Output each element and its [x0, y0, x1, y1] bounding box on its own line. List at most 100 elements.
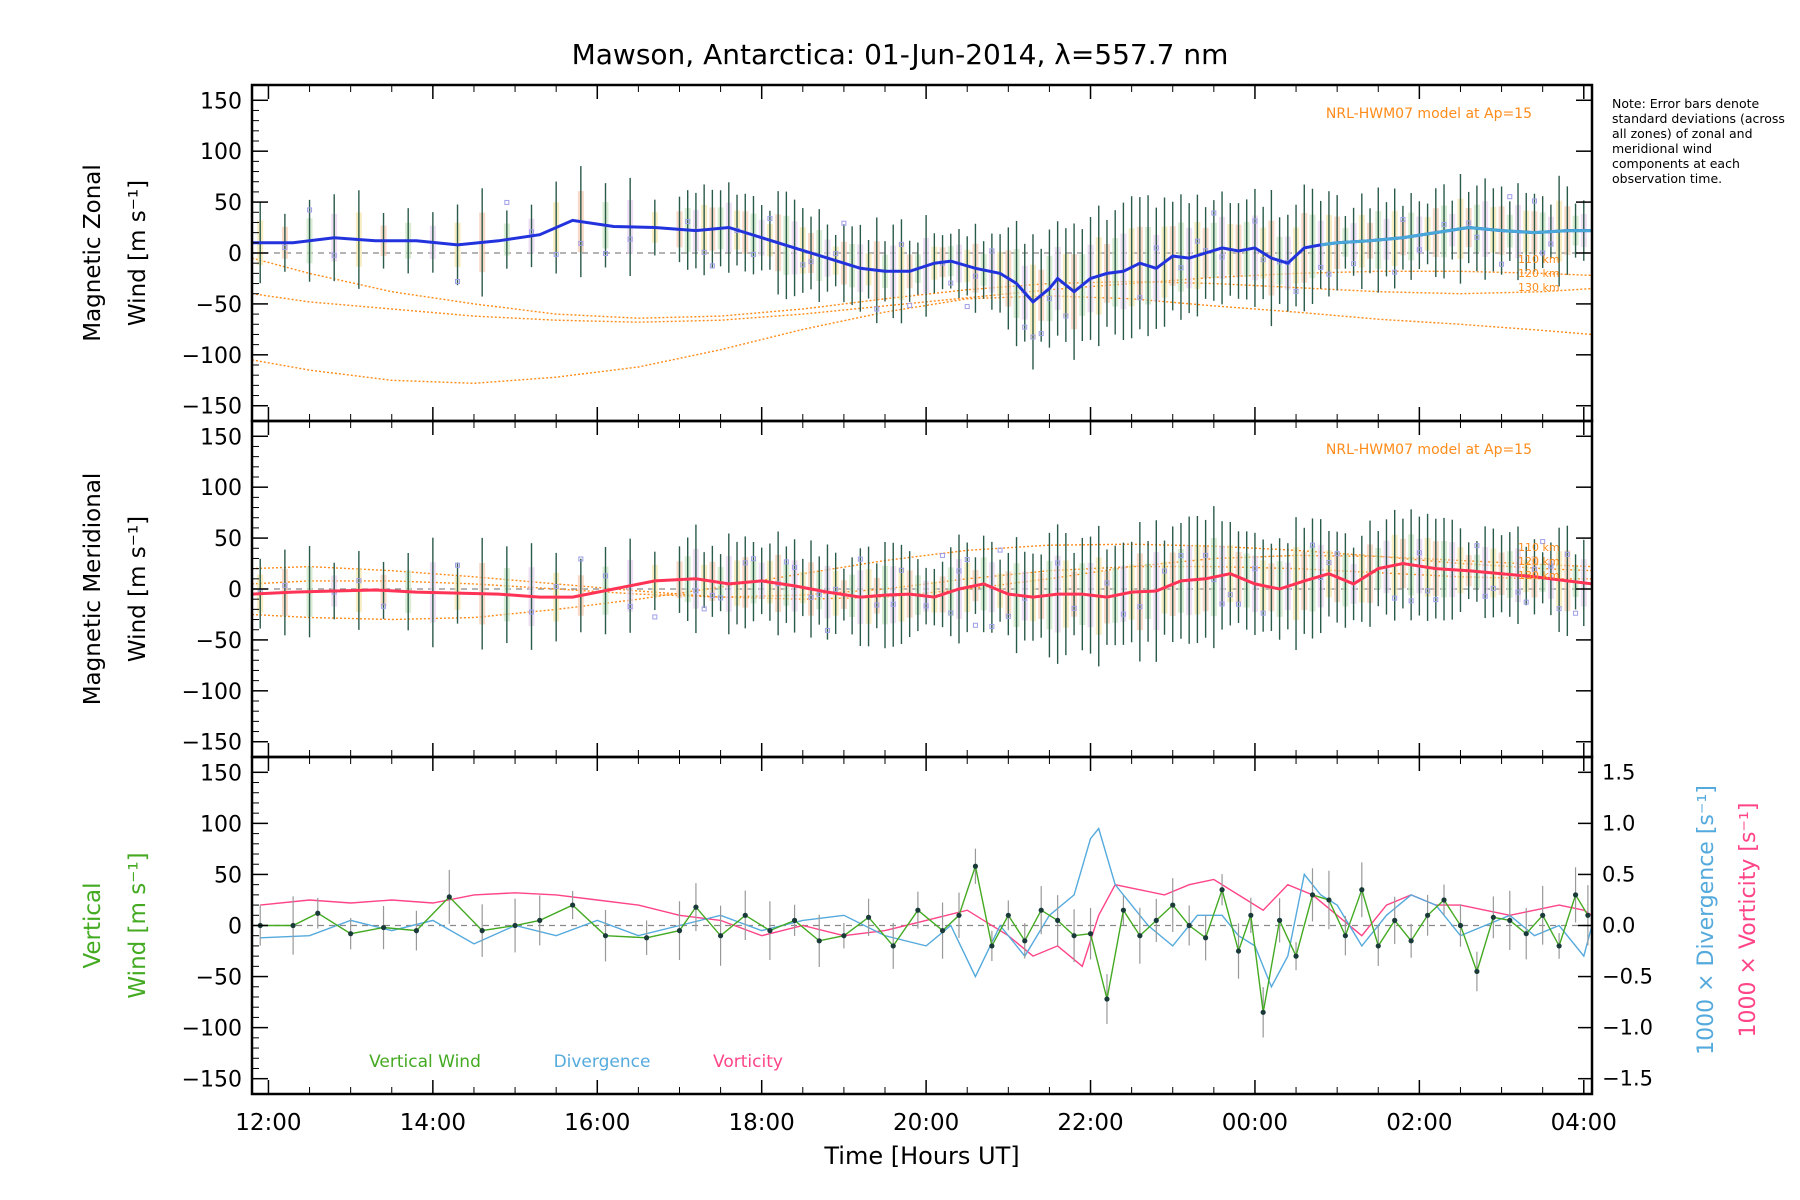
scatter-point: [709, 592, 715, 598]
vertical-wind-point: [1120, 907, 1127, 913]
vertical-wind-point: [841, 933, 847, 939]
y-tick-label: 150: [200, 761, 242, 786]
scatter-point: [1531, 566, 1537, 572]
scatter-point: [1416, 247, 1422, 253]
scatter-point: [964, 304, 970, 310]
scatter-point: [718, 595, 724, 601]
scatter-point: [602, 251, 608, 257]
vertical-wind-point: [1137, 933, 1143, 939]
vertical-wind-point: [1507, 917, 1513, 923]
scatter-point: [1162, 568, 1168, 574]
scatter-point: [1055, 560, 1061, 566]
vertical-wind-point: [1326, 897, 1332, 903]
scatter-point: [693, 588, 699, 594]
scatter-point: [282, 582, 288, 588]
scatter-point: [529, 609, 535, 615]
legend-divergence: Divergence: [554, 1052, 651, 1072]
x-axis-label: Time [Hours UT]: [823, 1142, 1019, 1170]
vertical-wind-point: [1293, 953, 1299, 959]
y2-tick-label: −1.0: [1602, 1016, 1653, 1040]
y-tick-label: −100: [182, 680, 242, 705]
scatter-point: [1104, 580, 1110, 586]
scatter-point: [1071, 605, 1077, 611]
scatter-point: [1425, 588, 1431, 594]
scatter-point: [808, 259, 814, 265]
vertical-wind-point: [315, 910, 321, 916]
y-label-line1: Magnetic Zonal: [80, 164, 106, 342]
y2-label-vorticity: 1000 × Vorticity [s⁻¹]: [1736, 803, 1761, 1038]
scatter-point: [627, 603, 633, 609]
y-tick-label: −50: [196, 629, 242, 654]
mean-wind-line: [251, 561, 1593, 599]
vertical-wind-point: [939, 928, 946, 934]
scatter-point: [627, 236, 633, 242]
scatter-point: [833, 586, 839, 592]
y2-tick-label: 0.0: [1602, 914, 1635, 938]
vertical-wind-point: [791, 917, 798, 923]
scatter-point: [767, 216, 773, 222]
y-tick-label: −150: [182, 395, 242, 420]
model-curve: [251, 295, 1593, 385]
scatter-point: [356, 578, 362, 584]
vertical-wind-point: [1203, 935, 1209, 941]
scatter-point: [1194, 238, 1200, 244]
scatter-point: [972, 622, 978, 628]
model-curve: [251, 270, 1593, 323]
y2-tick-label: −1.5: [1602, 1067, 1653, 1091]
vertical-wind-point: [1038, 907, 1044, 913]
scatter-point: [783, 559, 789, 565]
vertical-wind-point: [380, 924, 387, 931]
vertical-wind-point: [1219, 887, 1225, 893]
scatter-point: [1137, 295, 1143, 301]
scatter-point: [898, 567, 904, 573]
vertical-wind-point: [1153, 917, 1159, 923]
y-tick-label: 150: [200, 425, 242, 450]
scatter-point: [1556, 606, 1562, 612]
y-tick-label: −150: [182, 731, 242, 756]
vertical-wind-point: [1359, 887, 1365, 893]
error-bar-note: Note: Error bars denote standard deviati…: [1612, 96, 1785, 186]
scatter-point: [1153, 245, 1159, 251]
scatter-point: [997, 547, 1003, 553]
y2-tick-label: −0.5: [1602, 965, 1653, 989]
y-label-line2: Wind [m s⁻¹]: [125, 180, 151, 326]
model-altitude-label: 130 km: [1518, 281, 1560, 294]
y-tick-label: 0: [228, 242, 242, 267]
y-label-line1: Magnetic Meridional: [80, 473, 106, 706]
scatter-point: [578, 556, 584, 562]
y-tick-label: −100: [182, 1017, 242, 1042]
vertical-wind-point: [890, 943, 896, 949]
y-tick-label: 50: [214, 527, 242, 552]
panel-vertical: Vertical Wind Divergence Vorticity −1.5 −1.0…: [80, 755, 1761, 1096]
scatter-point: [1022, 324, 1028, 330]
vertical-wind-point: [1005, 912, 1011, 918]
divergence-line: [260, 827, 1593, 989]
scatter-point: [1203, 552, 1209, 558]
vertical-wind-point: [1055, 917, 1061, 923]
vertical-wind-point: [1022, 938, 1028, 944]
scatter-point: [381, 603, 387, 609]
scatter-point: [1211, 210, 1217, 216]
vertical-wind-point: [644, 935, 650, 941]
scatter-point: [964, 557, 970, 563]
scatter-point: [948, 280, 954, 286]
scatter-point: [808, 594, 814, 600]
scatter-point: [1392, 269, 1398, 275]
scatter-point: [972, 273, 978, 279]
y-label-line2: Wind [m s⁻¹]: [125, 852, 151, 998]
scatter-point: [1490, 585, 1496, 591]
vertical-wind-point: [989, 943, 995, 949]
vertical-wind-point: [1342, 933, 1348, 939]
x-tick-label: 14:00: [400, 1110, 466, 1136]
x-tick-label: 04:00: [1551, 1110, 1617, 1136]
x-tick-label: 16:00: [564, 1110, 630, 1136]
scatter-point: [455, 279, 461, 285]
scatter-point: [800, 262, 806, 268]
legend-vertical-wind: Vertical Wind: [369, 1052, 481, 1072]
vertical-wind-point: [512, 922, 518, 929]
scatter-point: [1515, 589, 1521, 595]
scatter-point: [1441, 221, 1447, 227]
scatter-point: [709, 263, 715, 269]
